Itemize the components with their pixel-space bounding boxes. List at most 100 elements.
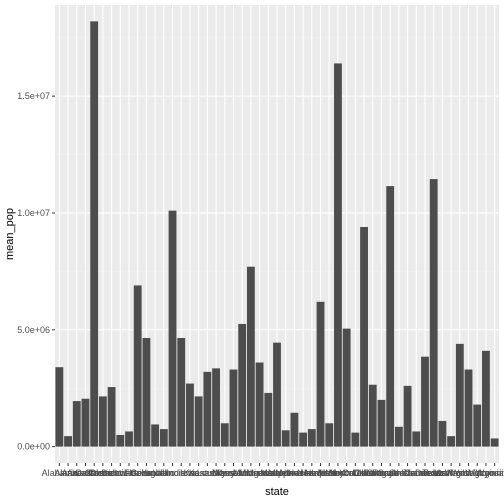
bar-mississippi	[264, 392, 273, 447]
x-tick-label: Wyoming	[476, 468, 504, 478]
bar-minnesota	[255, 362, 264, 447]
y-tick-label: 5.0e+06	[17, 325, 50, 335]
bar-ohio	[360, 226, 368, 447]
x-tick-label: New Mexico	[305, 468, 354, 478]
bar-north-dakota	[351, 432, 360, 447]
bar-south-dakota	[412, 431, 421, 447]
bar-nebraska	[290, 412, 299, 447]
bar-georgia	[142, 337, 151, 447]
x-tick-label: Michigan	[233, 468, 269, 478]
bar-delaware	[116, 434, 125, 447]
y-tick-label: 1.5e+07	[17, 91, 50, 101]
bar-west-virginia	[473, 404, 482, 447]
bar-indiana	[177, 337, 186, 447]
x-tick-label: Oklahoma	[352, 468, 393, 478]
x-tick-label: Oregon	[366, 468, 396, 478]
x-axis-title: state	[265, 486, 289, 498]
x-tick-label: Massachusetts	[212, 468, 273, 478]
bar-district-of-columbia	[125, 431, 133, 447]
bar-connecticut	[107, 387, 116, 447]
bar-wisconsin	[482, 350, 490, 447]
x-tick-label: Virginia	[445, 468, 475, 478]
x-tick-label: Maryland	[215, 468, 252, 478]
x-tick-label: Alabama	[42, 468, 78, 478]
x-tick-label: Washington	[445, 468, 492, 478]
bar-illinois	[168, 210, 177, 447]
x-tick-label: Wisconsin	[465, 468, 504, 478]
bar-rhode-island	[394, 426, 403, 447]
bar-massachusetts	[238, 323, 247, 447]
bar-nevada	[299, 432, 308, 447]
bar-hawaii	[151, 424, 160, 447]
bar-iowa	[186, 383, 194, 447]
bar-michigan	[246, 266, 255, 447]
x-tick-label: Pennsylvania	[363, 468, 417, 478]
bar-florida	[133, 285, 142, 447]
bar-washington	[464, 369, 473, 447]
x-tick-label: Arizona	[62, 468, 93, 478]
x-tick-label: Connecticut	[88, 468, 136, 478]
bar-north-carolina	[342, 328, 351, 447]
x-tick-label: Utah	[433, 468, 452, 478]
bar-wyoming	[490, 438, 499, 447]
bar-new-jersey	[316, 301, 325, 447]
bar-maine	[220, 423, 229, 447]
y-axis: 0.0e+00 5.0e+06 1.0e+07 1.5e+07	[17, 91, 55, 452]
x-tick-label: Vermont	[434, 468, 468, 478]
x-tick-label: South Carolina	[378, 468, 438, 478]
x-tick-label: Colorado	[85, 468, 122, 478]
bar-virginia	[455, 343, 464, 447]
bar-texas	[429, 179, 438, 447]
x-tick-label: Kansas	[184, 468, 215, 478]
x-tick-label: Delaware	[101, 468, 139, 478]
x-tick-label: Mississippi	[247, 468, 291, 478]
bar-kentucky	[203, 371, 212, 447]
x-tick-label: Maine	[213, 468, 238, 478]
y-axis-title: mean_pop	[4, 208, 16, 260]
bar-louisiana	[212, 368, 220, 447]
x-tick-label: New York	[319, 468, 358, 478]
bars	[55, 21, 499, 447]
x-tick-label: Tennessee	[403, 468, 447, 478]
x-tick-label: North Carolina	[318, 468, 376, 478]
bar-alabama	[55, 367, 64, 447]
x-tick-label: Georgia	[130, 468, 162, 478]
bar-arizona	[72, 401, 81, 447]
bar-new-hampshire	[307, 429, 316, 447]
x-tick-label: Missouri	[260, 468, 294, 478]
x-tick-label: Florida	[124, 468, 152, 478]
x-tick-label: Minnesota	[239, 468, 281, 478]
bar-oregon	[377, 399, 386, 447]
x-tick-label: California	[75, 468, 113, 478]
bar-south-carolina	[403, 385, 412, 447]
x-tick-label: Idaho	[153, 468, 176, 478]
x-axis: AlabamaAlaskaArizonaArkansasCaliforniaCo…	[42, 463, 504, 478]
x-tick-label: Nebraska	[275, 468, 314, 478]
x-tick-label: Nevada	[288, 468, 319, 478]
x-tick-label: North Dakota	[329, 468, 382, 478]
x-tick-label: Kentucky	[189, 468, 227, 478]
bar-maryland	[229, 369, 238, 447]
bar-alaska	[64, 436, 72, 447]
x-tick-label: Louisiana	[197, 468, 236, 478]
bar-california	[90, 21, 99, 447]
bar-pennsylvania	[386, 186, 395, 447]
bar-new-mexico	[325, 423, 334, 447]
x-tick-label: Alaska	[55, 468, 82, 478]
bar-new-york	[334, 63, 342, 447]
x-tick-label: Iowa	[180, 468, 199, 478]
x-tick-label: Ohio	[355, 468, 374, 478]
bar-missouri	[273, 342, 281, 447]
x-tick-label: Montana	[268, 468, 303, 478]
bar-colorado	[98, 396, 107, 447]
bar-idaho	[159, 429, 168, 447]
x-tick-label: South Dakota	[389, 468, 444, 478]
x-tick-label: Arkansas	[67, 468, 105, 478]
bar-arkansas	[81, 398, 90, 447]
x-tick-label: Illinois	[160, 468, 186, 478]
bar-kansas	[194, 396, 203, 447]
x-tick-label: New Hampshire	[280, 468, 344, 478]
bar-oklahoma	[368, 384, 377, 447]
x-tick-label: Indiana	[166, 468, 196, 478]
